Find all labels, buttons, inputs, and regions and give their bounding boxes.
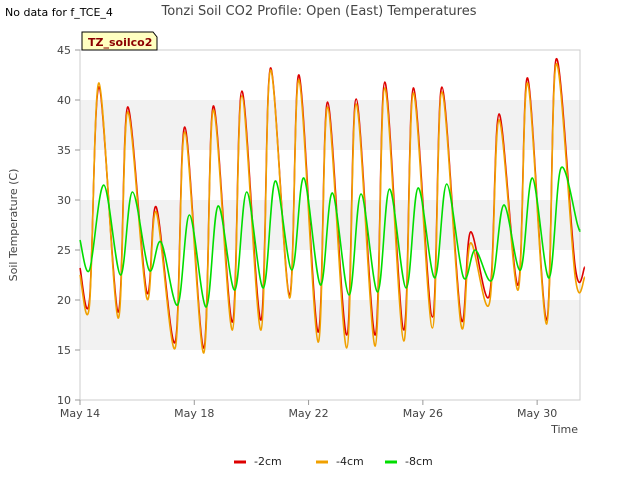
x-tick-label: May 18 — [174, 407, 214, 420]
x-tick-label: May 22 — [288, 407, 328, 420]
x-axis-label: Time — [550, 423, 578, 436]
y-tick-label: 20 — [57, 294, 71, 307]
x-axis-ticks: May 14 May 18 May 22 May 26 May 30 — [60, 400, 557, 420]
y-axis-label: Soil Temperature (C) — [7, 169, 20, 282]
x-tick-label: May 30 — [517, 407, 557, 420]
grid-band — [80, 50, 580, 100]
series-line-8cm — [79, 166, 581, 308]
grid-band — [80, 150, 580, 200]
chart-title: Tonzi Soil CO2 Profile: Open (East) Temp… — [160, 4, 476, 19]
series-line-4cm — [79, 63, 586, 354]
y-axis-ticks: 10 15 20 25 30 35 40 45 — [57, 44, 80, 407]
y-tick-label: 30 — [57, 194, 71, 207]
grid-band — [80, 200, 580, 250]
series-lines — [79, 58, 586, 354]
no-data-note: No data for f_TCE_4 — [5, 6, 113, 19]
y-tick-label: 35 — [57, 144, 71, 157]
grid-bands — [80, 50, 580, 400]
legend: -2cm -4cm -8cm — [234, 455, 433, 468]
badge-box — [81, 31, 158, 51]
legend-label: -4cm — [336, 455, 364, 468]
plot-frame — [79, 49, 581, 401]
grid-band — [80, 350, 580, 400]
y-tick-label: 15 — [57, 344, 71, 357]
y-tick-label: 10 — [57, 394, 71, 407]
site-badge: TZ_soilco2 — [81, 31, 158, 51]
grid-band — [80, 300, 580, 350]
y-tick-label: 25 — [57, 244, 71, 257]
legend-label: -8cm — [405, 455, 433, 468]
x-tick-label: May 14 — [60, 407, 100, 420]
legend-label: -2cm — [254, 455, 282, 468]
x-tick-label: May 26 — [403, 407, 443, 420]
badge-label: TZ_soilco2 — [88, 36, 152, 49]
y-tick-label: 40 — [57, 94, 71, 107]
y-tick-label: 45 — [57, 44, 71, 57]
